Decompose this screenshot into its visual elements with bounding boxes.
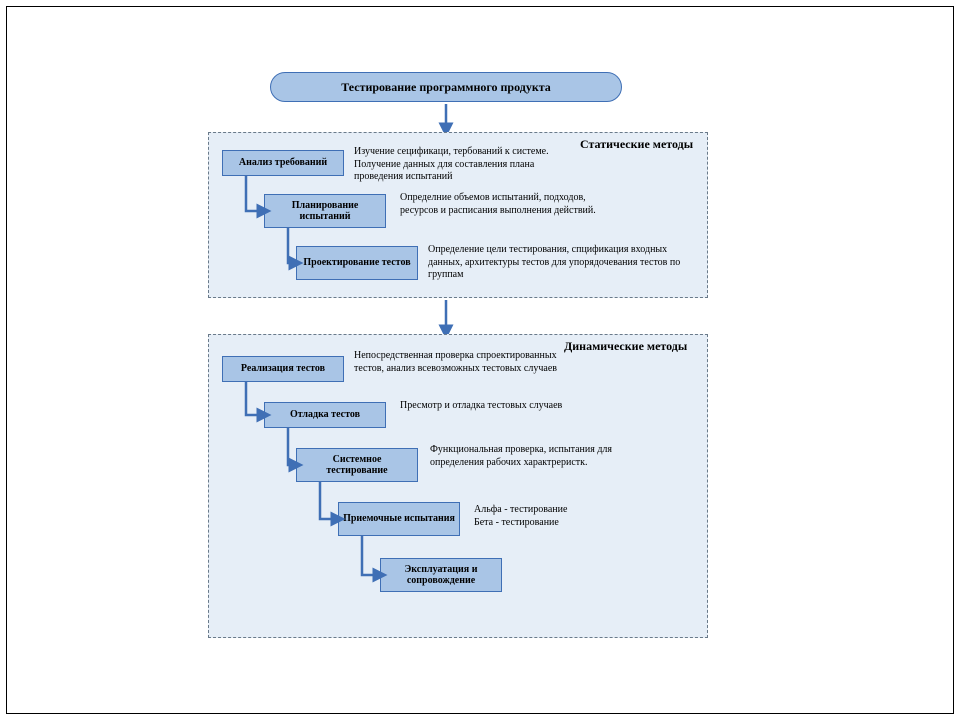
elbow-arrow bbox=[246, 382, 264, 415]
elbow-arrow bbox=[288, 428, 296, 465]
elbow-arrow bbox=[288, 228, 296, 263]
elbow-arrow bbox=[320, 482, 338, 519]
elbow-arrow bbox=[246, 176, 264, 211]
elbow-arrows bbox=[0, 0, 960, 720]
diagram-canvas: Тестирование программного продукта Стати… bbox=[0, 0, 960, 720]
elbow-arrow bbox=[362, 536, 380, 575]
